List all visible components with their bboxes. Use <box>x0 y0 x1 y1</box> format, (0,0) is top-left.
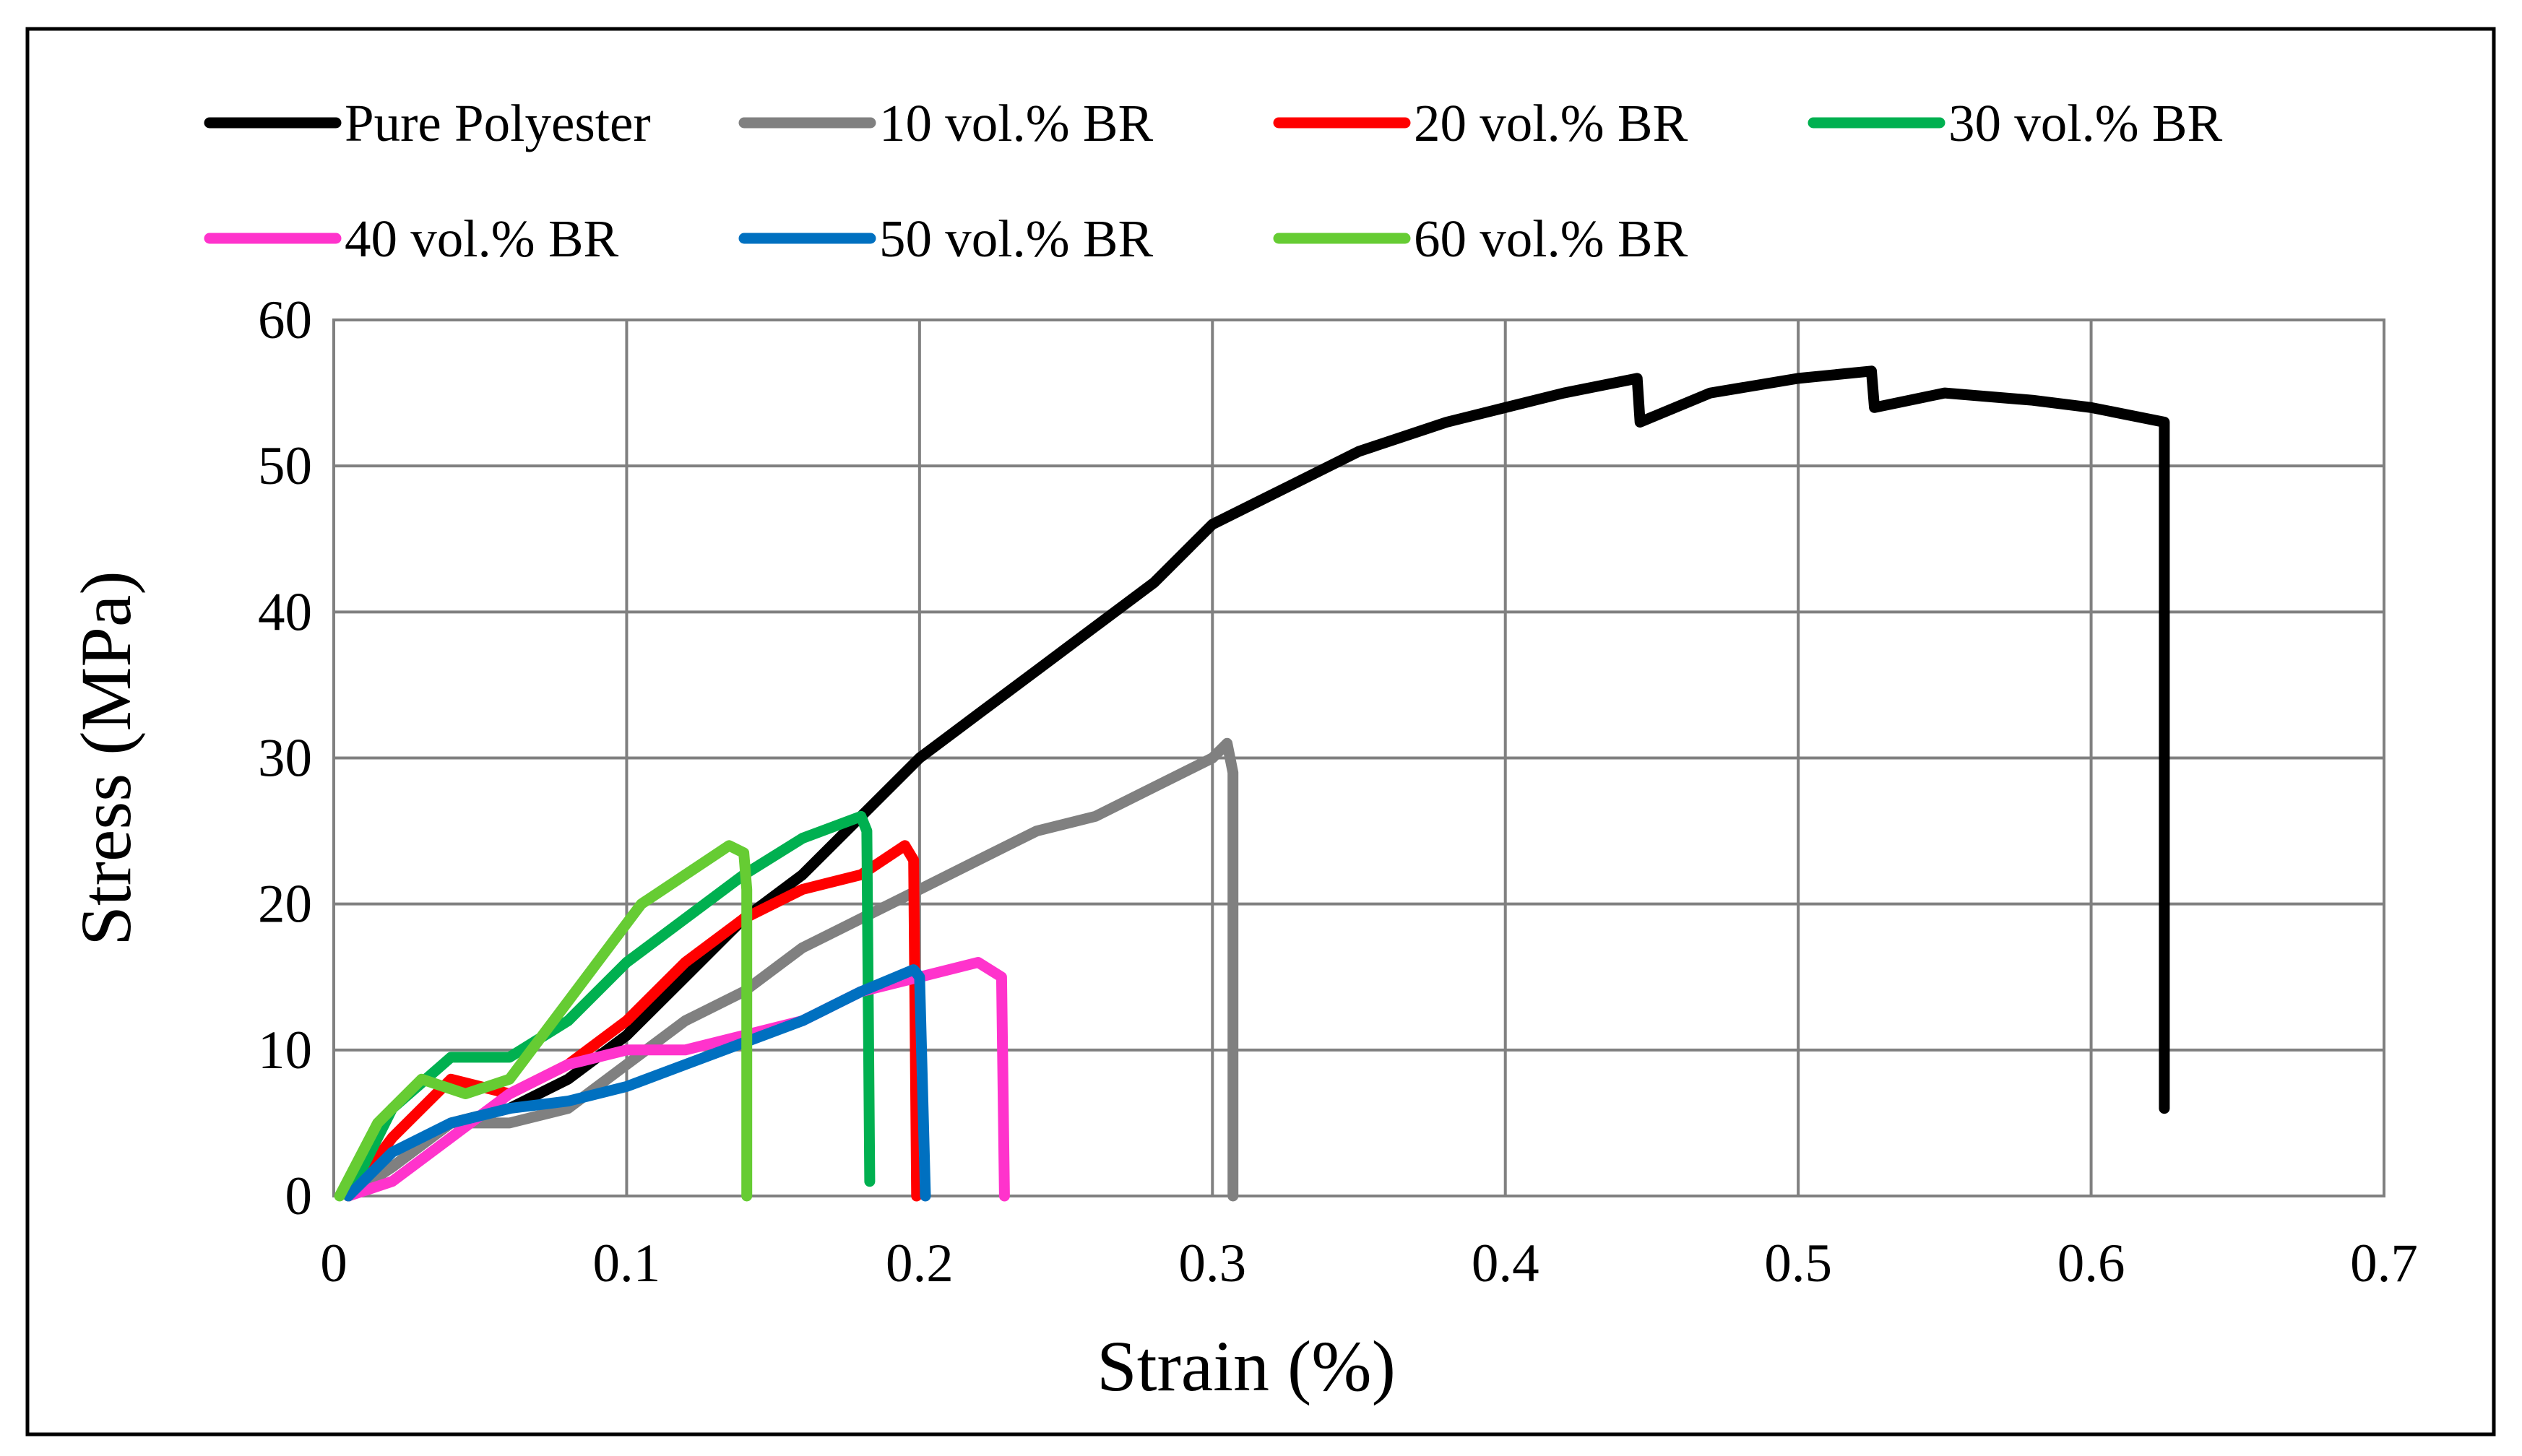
y-tick-label: 30 <box>258 729 312 789</box>
x-tick-label: 0.3 <box>1178 1234 1246 1294</box>
x-tick-label: 0.2 <box>886 1234 954 1294</box>
series-line-6 <box>334 840 753 1202</box>
y-tick-label: 40 <box>258 582 312 642</box>
x-axis-title: Strain (%) <box>1097 1326 1396 1406</box>
x-tick-label: 0.7 <box>2350 1234 2418 1294</box>
legend: Pure Polyester 10 vol.% BR 20 vol.% BR 30 v… <box>204 94 2223 268</box>
series-line-2 <box>342 840 923 1202</box>
legend-label-4: 40 vol.% BR <box>345 209 619 268</box>
y-tick-label: 0 <box>285 1166 313 1226</box>
figure-border <box>25 27 2496 1436</box>
legend-label-2: 20 vol.% BR <box>1414 94 1688 152</box>
series-line-4 <box>342 957 1010 1202</box>
y-tick-label: 60 <box>258 290 312 350</box>
plot-frame <box>332 318 2385 1197</box>
legend-label-3: 30 vol.% BR <box>1948 94 2223 152</box>
y-axis-title: Stress (MPa) <box>66 571 146 945</box>
legend-label-6: 60 vol.% BR <box>1414 209 1688 268</box>
plot-area-border <box>332 318 2385 1197</box>
legend-label-0: Pure Polyester <box>345 94 651 152</box>
series-line-1 <box>342 737 1239 1202</box>
x-tick-labels: 0 0.1 0.2 0.3 0.4 0.5 0.6 0.7 <box>320 1234 2418 1294</box>
series-line-5 <box>342 964 931 1202</box>
x-tick-label: 0.1 <box>593 1234 661 1294</box>
y-tick-labels: 0 10 20 30 40 50 60 <box>258 290 312 1226</box>
y-tick-label: 50 <box>258 436 312 496</box>
x-tick-label: 0.4 <box>1472 1234 1539 1294</box>
x-tick-label: 0.5 <box>1764 1234 1832 1294</box>
series-line-3 <box>342 810 876 1202</box>
legend-label-5: 50 vol.% BR <box>879 209 1154 268</box>
y-tick-label: 10 <box>258 1020 312 1080</box>
x-tick-label: 0.6 <box>2057 1234 2125 1294</box>
x-tick-label: 0 <box>320 1234 347 1294</box>
legend-label-1: 10 vol.% BR <box>879 94 1154 152</box>
y-tick-label: 20 <box>258 875 312 935</box>
data-series <box>334 365 2170 1202</box>
series-line-0 <box>342 365 2170 1202</box>
